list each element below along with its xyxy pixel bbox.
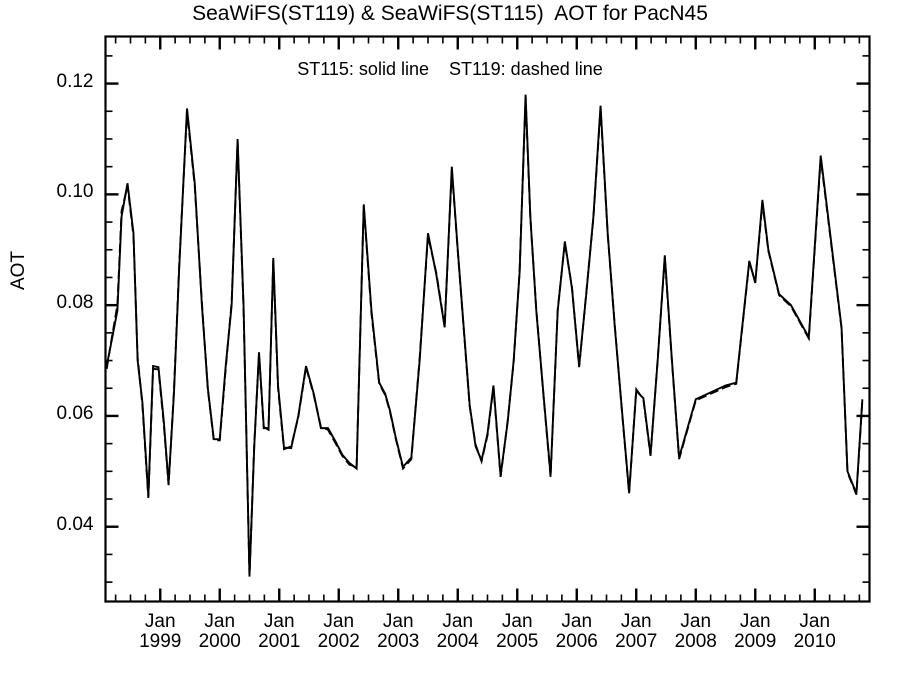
x-tick-year: 2000 [198, 631, 241, 653]
x-tick-month: Jan [144, 610, 176, 632]
x-tick-month: Jan [739, 610, 771, 632]
x-tick-label: Jan 2009 [710, 610, 800, 653]
chart-title: SeaWiFS(ST119) & SeaWiFS(ST115) AOT for … [192, 2, 708, 25]
x-tick-month: Jan [323, 610, 355, 632]
x-tick-label: Jan 2004 [413, 610, 503, 653]
x-tick-label: Jan 2001 [234, 610, 324, 653]
x-tick-month: Jan [501, 610, 533, 632]
x-tick-label: Jan 2010 [770, 610, 860, 653]
series-line-st119 [105, 97, 864, 576]
x-tick-label: Jan 2008 [651, 610, 741, 653]
x-tick-month: Jan [680, 610, 712, 632]
x-tick-month: Jan [204, 610, 236, 632]
y-tick-label: 0.06 [56, 402, 94, 424]
x-tick-year: 2009 [734, 631, 777, 653]
x-tick-label: Jan 2002 [294, 610, 384, 653]
x-tick-year: 1999 [139, 631, 182, 653]
x-tick-month: Jan [382, 610, 414, 632]
x-tick-label: Jan 2005 [472, 610, 562, 653]
x-tick-month: Jan [620, 610, 652, 632]
x-tick-year: 2007 [615, 631, 658, 653]
x-tick-year: 2006 [555, 631, 598, 653]
series-layer [105, 94, 864, 577]
x-tick-month: Jan [263, 610, 295, 632]
x-tick-label: Jan 2003 [353, 610, 443, 653]
series-line-st115 [105, 94, 864, 577]
x-tick-month: Jan [561, 610, 593, 632]
axis-layer [104, 35, 871, 603]
x-tick-month: Jan [799, 610, 831, 632]
x-tick-label: Jan 2000 [175, 610, 265, 653]
x-tick-year: 2001 [258, 631, 301, 653]
y-tick-label: 0.04 [56, 513, 94, 535]
y-tick-label: 0.10 [56, 181, 94, 203]
y-tick-label: 0.08 [56, 292, 94, 314]
x-tick-label: Jan 2007 [591, 610, 681, 653]
x-tick-year: 2004 [436, 631, 479, 653]
x-tick-label: Jan 2006 [532, 610, 622, 653]
x-tick-year: 2002 [317, 631, 360, 653]
x-tick-year: 2010 [793, 631, 836, 653]
y-tick-label: 0.12 [56, 70, 94, 92]
plot-frame [104, 35, 871, 603]
x-tick-month: Jan [442, 610, 474, 632]
x-tick-year: 2005 [496, 631, 539, 653]
x-tick-year: 2008 [674, 631, 717, 653]
x-tick-year: 2003 [377, 631, 420, 653]
legend-annotation: ST115: solid line ST119: dashed line [297, 59, 603, 79]
x-tick-label: Jan 1999 [115, 610, 205, 653]
